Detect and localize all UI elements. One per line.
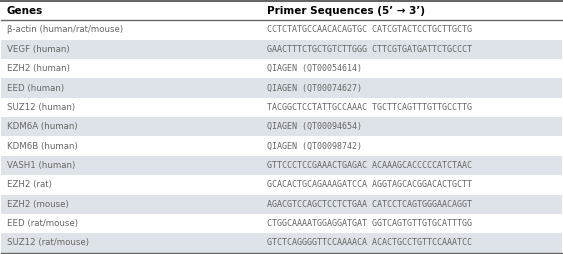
Text: QIAGEN (QT00074627): QIAGEN (QT00074627) [267,84,363,92]
Text: GCACACTGCAGAAAGATCCA AGGTAGCACGGACACTGCTT: GCACACTGCAGAAAGATCCA AGGTAGCACGGACACTGCT… [267,180,472,189]
Text: VASH1 (human): VASH1 (human) [7,161,75,170]
Text: QIAGEN (QT00094654): QIAGEN (QT00094654) [267,122,363,131]
Text: GAACTTTCTGCTGTCTTGGG CTTCGTGATGATTCTGCCCT: GAACTTTCTGCTGTCTTGGG CTTCGTGATGATTCTGCCC… [267,45,472,54]
Bar [1,195,562,214]
Text: Genes: Genes [7,6,43,16]
Bar [1,233,562,253]
Text: Primer Sequences (5’ → 3’): Primer Sequences (5’ → 3’) [267,6,426,16]
Bar [1,136,562,156]
Text: VEGF (human): VEGF (human) [7,45,70,54]
Text: QIAGEN (QT00098742): QIAGEN (QT00098742) [267,142,363,151]
Text: KDM6A (human): KDM6A (human) [7,122,78,131]
Text: TACGGCTCCTATTGCCAAAC TGCTTCAGTTTGTTGCCTTG: TACGGCTCCTATTGCCAAAC TGCTTCAGTTTGTTGCCTT… [267,103,472,112]
Bar [1,214,562,233]
Text: EZH2 (mouse): EZH2 (mouse) [7,200,69,209]
Bar [1,59,562,78]
Bar [1,175,562,195]
Bar [1,40,562,59]
Bar [1,98,562,117]
Bar [1,156,562,175]
Text: AGACGTCCAGCTCCTCTGAA CATCCTCAGTGGGAACAGGT: AGACGTCCAGCTCCTCTGAA CATCCTCAGTGGGAACAGG… [267,200,472,209]
Text: SUZ12 (human): SUZ12 (human) [7,103,75,112]
Text: EED (human): EED (human) [7,84,64,92]
Bar [1,78,562,98]
Text: CTGGCAAAATGGAGGATGAT GGTCAGTGTTGTGCATTTGG: CTGGCAAAATGGAGGATGAT GGTCAGTGTTGTGCATTTG… [267,219,472,228]
Text: EZH2 (rat): EZH2 (rat) [7,180,52,189]
Bar [1,20,562,40]
Text: β-actin (human/rat/mouse): β-actin (human/rat/mouse) [7,25,123,35]
Text: EED (rat/mouse): EED (rat/mouse) [7,219,78,228]
Text: SUZ12 (rat/mouse): SUZ12 (rat/mouse) [7,239,89,247]
Text: KDM6B (human): KDM6B (human) [7,142,78,151]
Text: GTTCCCTCCGAAACTGAGAC ACAAAGCACCCCCATCTAAC: GTTCCCTCCGAAACTGAGAC ACAAAGCACCCCCATCTAA… [267,161,472,170]
Text: GTCTCAGGGGTTCCAAAACA ACACTGCCTGTTCCAAATCC: GTCTCAGGGGTTCCAAAACA ACACTGCCTGTTCCAAATC… [267,239,472,247]
Text: EZH2 (human): EZH2 (human) [7,64,70,73]
Bar [1,117,562,136]
Text: QIAGEN (QT00054614): QIAGEN (QT00054614) [267,64,363,73]
Bar [1,1,562,20]
Text: CCTCTATGCCAACACAGTGC CATCGTACTCCTGCTTGCTG: CCTCTATGCCAACACAGTGC CATCGTACTCCTGCTTGCT… [267,25,472,35]
